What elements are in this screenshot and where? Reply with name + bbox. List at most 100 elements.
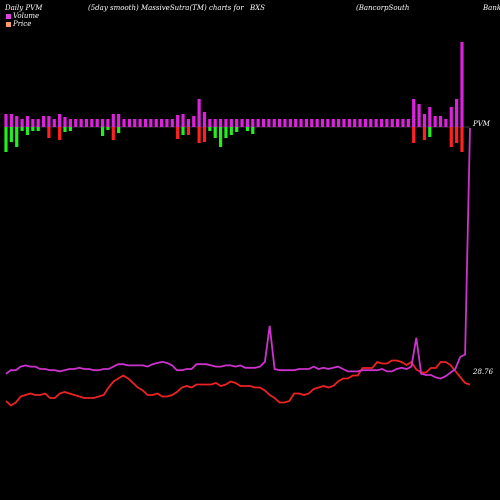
volume-bar-up — [127, 119, 131, 127]
volume-bar-up — [460, 42, 464, 127]
volume-bar-up — [444, 119, 448, 127]
volume-bar-up — [186, 119, 190, 127]
volume-bar-up — [52, 119, 56, 127]
volume-bar-up — [251, 119, 255, 127]
volume-bar-down — [422, 127, 427, 140]
volume-bar-sell — [218, 127, 223, 147]
volume-bar-down — [186, 127, 190, 135]
volume-bar-up — [25, 116, 30, 127]
volume-bar-down — [47, 127, 51, 138]
volume-bar-sell — [31, 127, 35, 131]
volume-bar-up — [267, 119, 271, 127]
volume-bar-sell — [68, 127, 72, 131]
volume-bar-up — [406, 119, 410, 127]
volume-bar-up — [4, 114, 8, 127]
volume-bar-up — [428, 107, 432, 127]
volume-bar-up — [58, 114, 62, 127]
volume-bar-up — [74, 119, 78, 127]
volume-bar-up — [106, 119, 110, 127]
volume-bar-up — [412, 99, 416, 127]
volume-bar-up — [310, 119, 314, 127]
volume-bar-up — [272, 119, 276, 127]
chart-company: (BancorpSouth — [356, 4, 410, 12]
volume-bar-sell — [15, 127, 19, 147]
volume-bar-down — [58, 127, 62, 140]
series-line-price — [5, 127, 471, 380]
volume-bar-up — [229, 119, 233, 127]
volume-bar-sell — [36, 127, 40, 131]
volume-bar-up — [438, 116, 443, 127]
volume-bar-up — [294, 119, 298, 127]
chart-title-prefix: Daily PVM — [5, 4, 43, 12]
volume-bar-up — [363, 119, 368, 127]
legend-price: Price — [6, 20, 31, 28]
volume-bar-up — [47, 116, 51, 127]
volume-bar-up — [379, 119, 384, 127]
volume-bar-up — [235, 119, 239, 127]
volume-bar-up — [417, 104, 421, 127]
volume-bar-up — [149, 119, 153, 127]
volume-bar-up — [326, 119, 330, 127]
volume-bar-up — [84, 119, 89, 127]
volume-bar-down — [460, 127, 464, 152]
volume-bar-up — [261, 119, 266, 127]
volume-bar-up — [170, 119, 174, 127]
volume-bar-up — [154, 119, 158, 127]
volume-bar-up — [278, 119, 282, 127]
volume-bar-up — [192, 116, 196, 127]
volume-bar-sell — [251, 127, 255, 134]
volume-bar-up — [385, 119, 389, 127]
volume-bar-up — [90, 119, 94, 127]
volume-bar-up — [288, 119, 292, 127]
volume-bar-sell — [4, 127, 8, 152]
volume-bar-up — [15, 116, 19, 127]
volume-bar-up — [159, 119, 164, 127]
volume-bar-sell — [235, 127, 239, 132]
volume-bar-up — [455, 99, 459, 127]
volume-bar-sell — [229, 127, 233, 135]
volume-bar-down — [111, 127, 115, 140]
volume-bar-up — [358, 119, 362, 127]
pvm-marker-label: PVM — [473, 120, 490, 128]
volume-bar-up — [315, 119, 319, 127]
volume-bar-sell — [20, 127, 24, 131]
volume-bar-up — [133, 119, 137, 127]
volume-bar-sell — [208, 127, 212, 131]
volume-bar-up — [218, 119, 223, 127]
volume-bar-down — [202, 127, 207, 142]
volume-bar-sell — [428, 127, 432, 137]
volume-bar-up — [331, 119, 335, 127]
price-last-label: 28.76 — [473, 368, 494, 376]
volume-bar-down — [455, 127, 459, 143]
volume-bar-up — [369, 119, 373, 127]
volume-bar-up — [20, 119, 24, 127]
volume-bar-sell — [224, 127, 228, 138]
volume-bar-up — [353, 119, 357, 127]
volume-bar-up — [283, 119, 287, 127]
volume-bar-up — [197, 99, 201, 127]
volume-bar-up — [122, 119, 126, 127]
volume-bar-up — [396, 119, 400, 127]
volume-bar-down — [449, 127, 453, 147]
volume-bar-sell — [63, 127, 67, 132]
volume-bar-up — [9, 114, 13, 127]
legend-price-label: Price — [13, 20, 32, 28]
volume-bar-up — [213, 119, 217, 127]
volume-bar-up — [224, 119, 228, 127]
volume-bar-sell — [25, 127, 30, 135]
legend-price-swatch — [6, 21, 11, 27]
chart-symbol: BXS — [250, 4, 265, 12]
volume-bar-down — [412, 127, 416, 143]
volume-bar-up — [63, 117, 67, 127]
legend-volume-label: Volume — [13, 12, 40, 20]
volume-bar-up — [374, 119, 378, 127]
volume-bar-up — [299, 119, 303, 127]
chart-company-suffix: Bank) — [483, 4, 500, 12]
volume-bar-up — [320, 119, 325, 127]
volume-bar-up — [347, 119, 351, 127]
volume-bar-up — [433, 116, 437, 127]
legend-volume-swatch — [6, 13, 11, 19]
volume-bar-up — [337, 119, 341, 127]
